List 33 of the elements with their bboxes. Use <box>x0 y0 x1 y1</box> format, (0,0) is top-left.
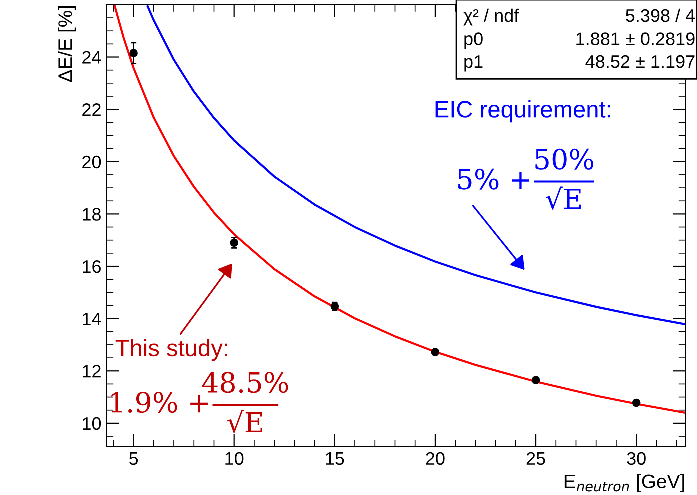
annotation: 48.52 ± 1.197 <box>586 55 695 68</box>
y-axis-title: ΔE/E [%] <box>58 6 76 82</box>
y-tick-label: 24 <box>82 51 102 64</box>
annotation: χ² / ndf <box>464 8 520 26</box>
annotation: √E <box>546 186 581 210</box>
point <box>130 49 138 58</box>
annotation: EIC requirement: <box>436 100 610 123</box>
y-tick-label: 20 <box>82 156 102 169</box>
annotation: 1.9% + <box>112 392 208 414</box>
x-tick-label: 5 <box>129 452 138 466</box>
x-axis-title: E$_{neutron}$ [GeV] <box>564 474 684 492</box>
y-tick-label: 18 <box>83 208 101 221</box>
annotation: 48.5% <box>202 372 288 394</box>
point <box>431 348 440 356</box>
x-tick-label: 15 <box>326 452 344 466</box>
annotation: 5.398 / 4 <box>626 8 696 22</box>
x-tick-label: 30 <box>627 452 646 466</box>
y-tick-label: 10 <box>83 417 102 430</box>
annotation: 50% <box>536 148 594 170</box>
y-tick-label: 16 <box>83 260 101 274</box>
annotation: p0 <box>464 32 483 50</box>
point <box>632 398 641 408</box>
y-tick-label: 22 <box>82 104 101 116</box>
annotation: √E <box>227 410 262 434</box>
annotation: p1 <box>464 56 483 72</box>
x-tick-label: 25 <box>526 452 546 466</box>
y-tick-label: 12 <box>83 365 101 378</box>
annotation: 1.881 ± 0.2819 <box>576 32 695 46</box>
x-tick-label: 20 <box>426 452 445 466</box>
annotation: This study: <box>116 339 228 362</box>
x-tick-label: 10 <box>226 452 244 466</box>
annotation: 5% + <box>458 168 530 190</box>
y-tick-label: 14 <box>83 312 102 326</box>
